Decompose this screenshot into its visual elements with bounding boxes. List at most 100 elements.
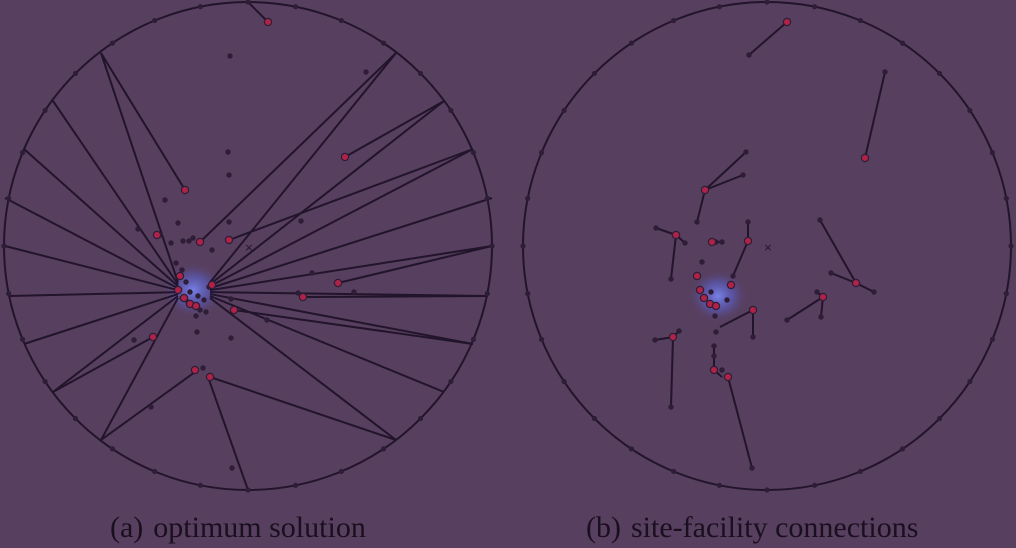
site-dot [183, 279, 189, 285]
site-dot [162, 197, 168, 203]
rim-site [812, 482, 818, 488]
rim-site [671, 17, 677, 24]
facility-dot [860, 153, 870, 163]
facility-dot [726, 280, 736, 290]
site-dot [209, 247, 215, 253]
center-marker-a: × [244, 241, 253, 254]
connection-line [209, 197, 493, 290]
connection-line [209, 148, 474, 288]
site-dot [817, 217, 823, 223]
caption-b: (b) site-facility connections [586, 508, 918, 548]
site-dot [871, 289, 877, 295]
site-dot [187, 289, 193, 295]
rim-site [716, 482, 722, 488]
facility-dot [671, 230, 681, 240]
connection-line [704, 174, 744, 191]
rim-site [812, 4, 818, 10]
rim-site [380, 446, 387, 452]
inner-sites-a [131, 53, 369, 471]
site-dot [828, 270, 834, 276]
rim-site [109, 40, 116, 46]
site-dot [724, 297, 730, 303]
connection-line [100, 52, 179, 283]
center-marker-b: × [763, 241, 772, 254]
rim-sites-b [520, 0, 1014, 493]
site-dot [652, 337, 658, 343]
rim-site [989, 336, 996, 342]
rim-site [967, 378, 973, 385]
rim-site [470, 336, 477, 342]
connection-lines-a [4, 1, 493, 491]
connection-line [819, 219, 857, 284]
site-dot [746, 52, 752, 58]
site-dot [784, 317, 790, 323]
facility-dot [668, 332, 678, 342]
site-dot [711, 353, 717, 359]
facility-dot [782, 17, 792, 27]
facility-dot [709, 365, 719, 375]
facility-dot [263, 17, 273, 27]
site-dot [135, 226, 141, 232]
rim-site [245, 487, 251, 493]
connection-line [670, 336, 674, 408]
connection-line [337, 245, 493, 284]
connection-line [233, 309, 474, 345]
facility-dot [148, 332, 158, 342]
site-dot [694, 219, 700, 225]
facility-dot [707, 237, 717, 247]
rim-site [417, 70, 424, 77]
connection-line [52, 336, 154, 393]
rim-site [448, 107, 454, 114]
connection-line [704, 151, 747, 191]
site-dot [713, 329, 719, 335]
connection-line [830, 272, 857, 284]
connection-line [748, 21, 788, 56]
site-dot [264, 317, 270, 323]
rim-site [538, 150, 545, 156]
site-dot [730, 273, 736, 279]
rim-site [1008, 243, 1014, 249]
rim-site [967, 107, 973, 114]
rim-sites-a [1, 0, 495, 493]
rim-site [525, 291, 531, 297]
connection-line [23, 293, 179, 345]
rim-site [19, 336, 26, 342]
caption-a-text: optimum solution [153, 511, 366, 544]
rim-site [293, 4, 299, 10]
site-dot [195, 293, 201, 299]
site-dot [175, 220, 181, 226]
rim-site [245, 0, 251, 5]
facility-dot [818, 292, 828, 302]
site-dot [750, 334, 756, 340]
facility-dot [179, 293, 189, 303]
connection-line [52, 100, 179, 285]
rim-site [197, 482, 203, 488]
rim-site [489, 243, 495, 249]
site-dot [699, 259, 705, 265]
rim-site [6, 291, 12, 297]
rim-site [716, 4, 722, 10]
rim-site [764, 0, 770, 5]
site-dot [743, 149, 749, 155]
connection-line [8, 291, 179, 297]
facility-dot [205, 372, 215, 382]
site-dot [131, 337, 137, 343]
site-dot [226, 219, 232, 225]
site-dot [179, 267, 185, 273]
rim-site [1003, 291, 1009, 297]
rim-site [899, 40, 906, 46]
connection-line [727, 376, 753, 469]
facility-dot [748, 305, 758, 315]
connection-line [100, 52, 186, 191]
site-dot [309, 270, 315, 276]
connection-line [52, 295, 179, 393]
facility-dot [340, 152, 350, 162]
rim-site [520, 243, 526, 249]
site-dot [814, 289, 820, 295]
site-dot [168, 240, 174, 246]
rim-site [857, 468, 863, 475]
connection-line [786, 296, 824, 321]
rim-site [109, 446, 116, 452]
site-dot [749, 465, 755, 471]
